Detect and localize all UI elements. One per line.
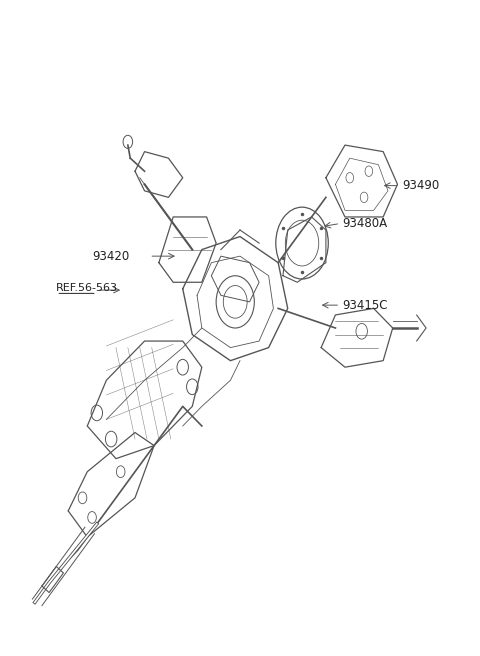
Text: 93420: 93420 xyxy=(92,250,129,262)
Text: 93480A: 93480A xyxy=(343,217,388,230)
Text: REF.56-563: REF.56-563 xyxy=(56,283,118,293)
Text: 93490: 93490 xyxy=(402,179,440,192)
Text: 93415C: 93415C xyxy=(343,298,388,312)
